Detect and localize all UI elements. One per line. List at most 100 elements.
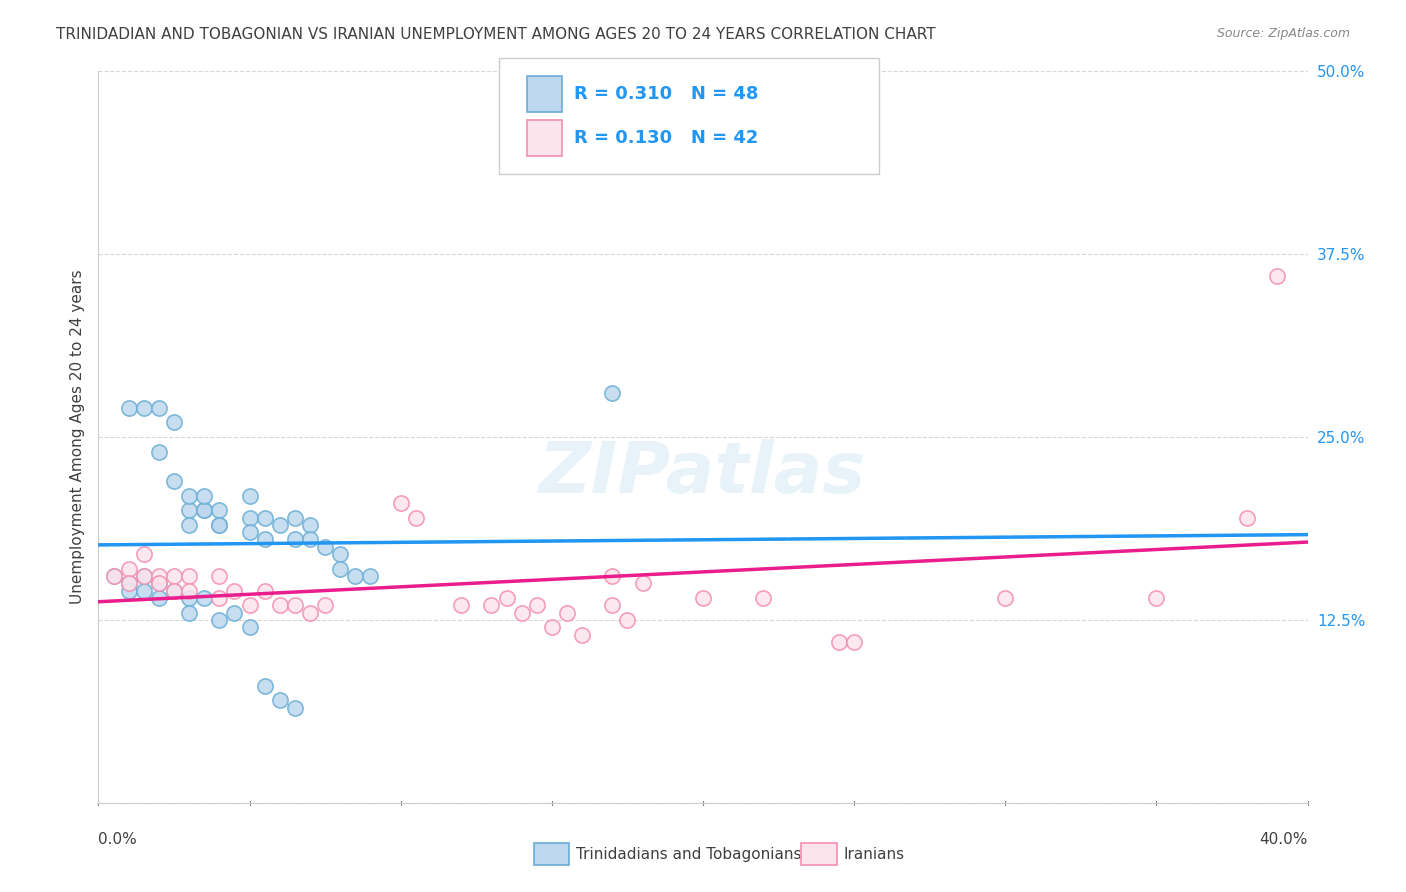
Point: [299, 606, 322, 620]
Point: [389, 496, 412, 510]
Point: [163, 583, 186, 598]
Point: [239, 599, 262, 613]
Point: [208, 591, 231, 605]
Point: [510, 606, 533, 620]
Point: [299, 517, 322, 532]
Point: [239, 525, 262, 540]
Point: [314, 599, 336, 613]
Point: [1267, 269, 1289, 284]
Point: [253, 510, 276, 524]
Point: [179, 517, 201, 532]
Point: [179, 583, 201, 598]
Text: R = 0.310   N = 48: R = 0.310 N = 48: [574, 85, 758, 103]
Point: [284, 599, 307, 613]
Point: [132, 569, 155, 583]
Point: [193, 591, 215, 605]
Point: [132, 401, 155, 415]
Point: [179, 591, 201, 605]
Point: [193, 503, 215, 517]
Point: [253, 583, 276, 598]
Point: [405, 510, 427, 524]
Point: [526, 599, 548, 613]
Point: [329, 562, 352, 576]
Point: [540, 620, 562, 634]
Point: [179, 489, 201, 503]
Point: [148, 444, 170, 458]
Text: Trinidadians and Tobagonians: Trinidadians and Tobagonians: [576, 847, 801, 862]
Y-axis label: Unemployment Among Ages 20 to 24 years: Unemployment Among Ages 20 to 24 years: [69, 269, 84, 605]
Point: [269, 517, 291, 532]
Point: [148, 401, 170, 415]
Point: [224, 606, 246, 620]
Point: [208, 503, 231, 517]
Point: [118, 576, 141, 591]
Point: [224, 583, 246, 598]
Point: [284, 700, 307, 714]
Point: [994, 591, 1017, 605]
Point: [1144, 591, 1167, 605]
Point: [179, 606, 201, 620]
Point: [239, 489, 262, 503]
Point: [148, 591, 170, 605]
Point: [103, 569, 125, 583]
Point: [344, 569, 367, 583]
Point: [103, 569, 125, 583]
Point: [118, 576, 141, 591]
Text: TRINIDADIAN AND TOBAGONIAN VS IRANIAN UNEMPLOYMENT AMONG AGES 20 TO 24 YEARS COR: TRINIDADIAN AND TOBAGONIAN VS IRANIAN UN…: [56, 27, 936, 42]
Point: [163, 583, 186, 598]
Text: ZIPatlas: ZIPatlas: [540, 439, 866, 508]
Point: [208, 517, 231, 532]
Point: [269, 599, 291, 613]
Point: [571, 627, 593, 641]
Point: [208, 517, 231, 532]
Point: [284, 533, 307, 547]
Point: [329, 547, 352, 561]
Point: [314, 540, 336, 554]
Point: [299, 533, 322, 547]
Text: Source: ZipAtlas.com: Source: ZipAtlas.com: [1216, 27, 1350, 40]
Point: [163, 416, 186, 430]
Point: [495, 591, 517, 605]
Point: [148, 576, 170, 591]
Point: [253, 533, 276, 547]
Point: [481, 599, 503, 613]
Point: [269, 693, 291, 707]
Text: Iranians: Iranians: [844, 847, 904, 862]
Point: [148, 569, 170, 583]
Point: [631, 576, 654, 591]
Text: R = 0.130   N = 42: R = 0.130 N = 42: [574, 129, 758, 147]
Point: [179, 569, 201, 583]
Point: [239, 620, 262, 634]
Point: [193, 503, 215, 517]
Point: [193, 489, 215, 503]
Point: [132, 583, 155, 598]
Point: [163, 474, 186, 488]
Point: [1236, 510, 1258, 524]
Point: [284, 510, 307, 524]
Point: [208, 569, 231, 583]
Point: [253, 679, 276, 693]
Point: [132, 569, 155, 583]
Point: [208, 613, 231, 627]
Point: [450, 599, 472, 613]
Point: [132, 547, 155, 561]
Point: [118, 562, 141, 576]
Point: [239, 510, 262, 524]
Point: [118, 401, 141, 415]
Point: [360, 569, 382, 583]
Point: [148, 576, 170, 591]
Point: [752, 591, 775, 605]
Point: [602, 569, 624, 583]
Point: [844, 635, 866, 649]
Point: [616, 613, 638, 627]
Point: [828, 635, 851, 649]
Point: [602, 599, 624, 613]
Point: [118, 583, 141, 598]
Point: [602, 386, 624, 401]
Point: [692, 591, 714, 605]
Point: [179, 503, 201, 517]
Text: 0.0%: 0.0%: [98, 832, 138, 847]
Text: 40.0%: 40.0%: [1260, 832, 1308, 847]
Point: [163, 569, 186, 583]
Point: [555, 606, 578, 620]
